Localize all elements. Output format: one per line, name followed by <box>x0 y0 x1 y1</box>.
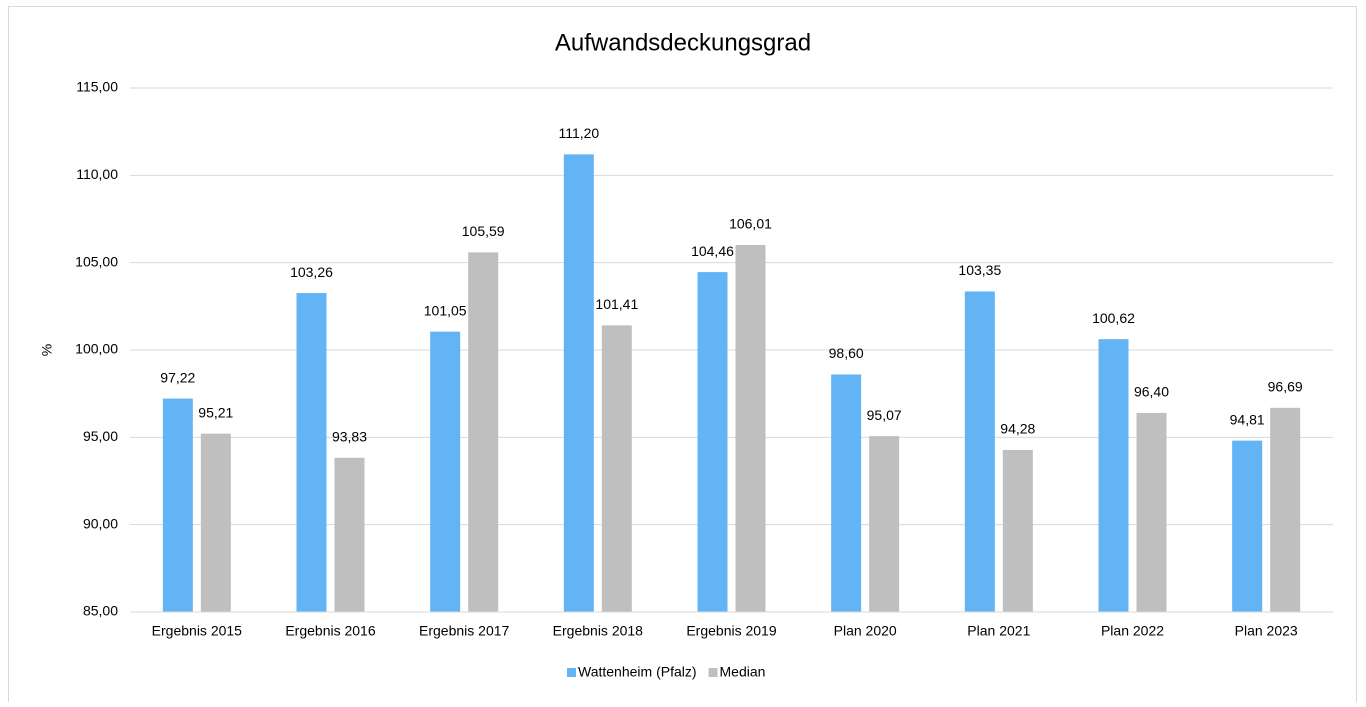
bar <box>1136 412 1167 612</box>
x-tick-label: Plan 2020 <box>834 623 897 639</box>
value-label: 96,40 <box>1134 384 1169 400</box>
bar <box>162 398 193 612</box>
value-label: 96,69 <box>1268 379 1303 395</box>
legend-swatch <box>567 668 576 677</box>
value-label: 104,46 <box>691 243 734 259</box>
y-tick-label: 110,00 <box>76 166 118 182</box>
value-label: 103,26 <box>290 264 333 280</box>
bar <box>831 374 862 612</box>
bar <box>735 245 766 612</box>
y-tick-label: 115,00 <box>76 79 118 95</box>
value-label: 105,59 <box>462 223 505 239</box>
bar <box>1232 440 1263 612</box>
x-tick-label: Ergebnis 2017 <box>419 623 510 639</box>
bar <box>1270 407 1301 612</box>
bar <box>964 291 995 612</box>
bar <box>869 436 900 612</box>
legend-swatch <box>708 668 718 677</box>
bar <box>468 252 499 612</box>
x-tick-label: Ergebnis 2019 <box>686 623 777 639</box>
value-label: 95,21 <box>198 404 233 420</box>
y-axis-label: % <box>39 344 55 356</box>
value-label: 101,41 <box>595 296 638 312</box>
chart-frame <box>8 6 1357 707</box>
y-tick-label: 90,00 <box>83 515 118 531</box>
bar <box>200 433 231 612</box>
x-tick-label: Ergebnis 2015 <box>152 623 243 639</box>
legend-label: Median <box>720 664 766 680</box>
value-label: 97,22 <box>160 369 195 385</box>
bar <box>334 457 365 612</box>
value-label: 111,20 <box>558 125 599 141</box>
bar <box>563 154 594 612</box>
value-label: 98,60 <box>829 345 864 361</box>
value-label: 106,01 <box>729 216 772 232</box>
y-tick-label: 85,00 <box>83 603 118 619</box>
y-tick-label: 100,00 <box>75 341 118 357</box>
bar <box>430 331 461 612</box>
y-tick-label: 105,00 <box>75 253 118 269</box>
bar <box>601 325 632 612</box>
value-label: 103,35 <box>958 262 1001 278</box>
value-label: 101,05 <box>424 302 467 318</box>
x-tick-label: Plan 2023 <box>1235 623 1298 639</box>
value-label: 93,83 <box>332 428 367 444</box>
value-label: 95,07 <box>867 407 902 423</box>
legend-label: Wattenheim (Pfalz) <box>578 664 697 680</box>
value-label: 100,62 <box>1092 310 1135 326</box>
bar <box>296 293 327 612</box>
x-tick-label: Plan 2022 <box>1101 623 1164 639</box>
bar <box>697 272 728 612</box>
x-tick-label: Ergebnis 2018 <box>553 623 644 639</box>
chart-title: Aufwandsdeckungsgrad <box>555 29 811 56</box>
bar <box>1098 339 1129 612</box>
value-label: 94,81 <box>1230 411 1265 427</box>
value-label: 94,28 <box>1000 421 1035 437</box>
y-tick-label: 95,00 <box>83 428 118 444</box>
x-tick-label: Plan 2021 <box>967 623 1030 639</box>
x-tick-label: Ergebnis 2016 <box>285 623 376 639</box>
bar <box>1002 449 1033 612</box>
